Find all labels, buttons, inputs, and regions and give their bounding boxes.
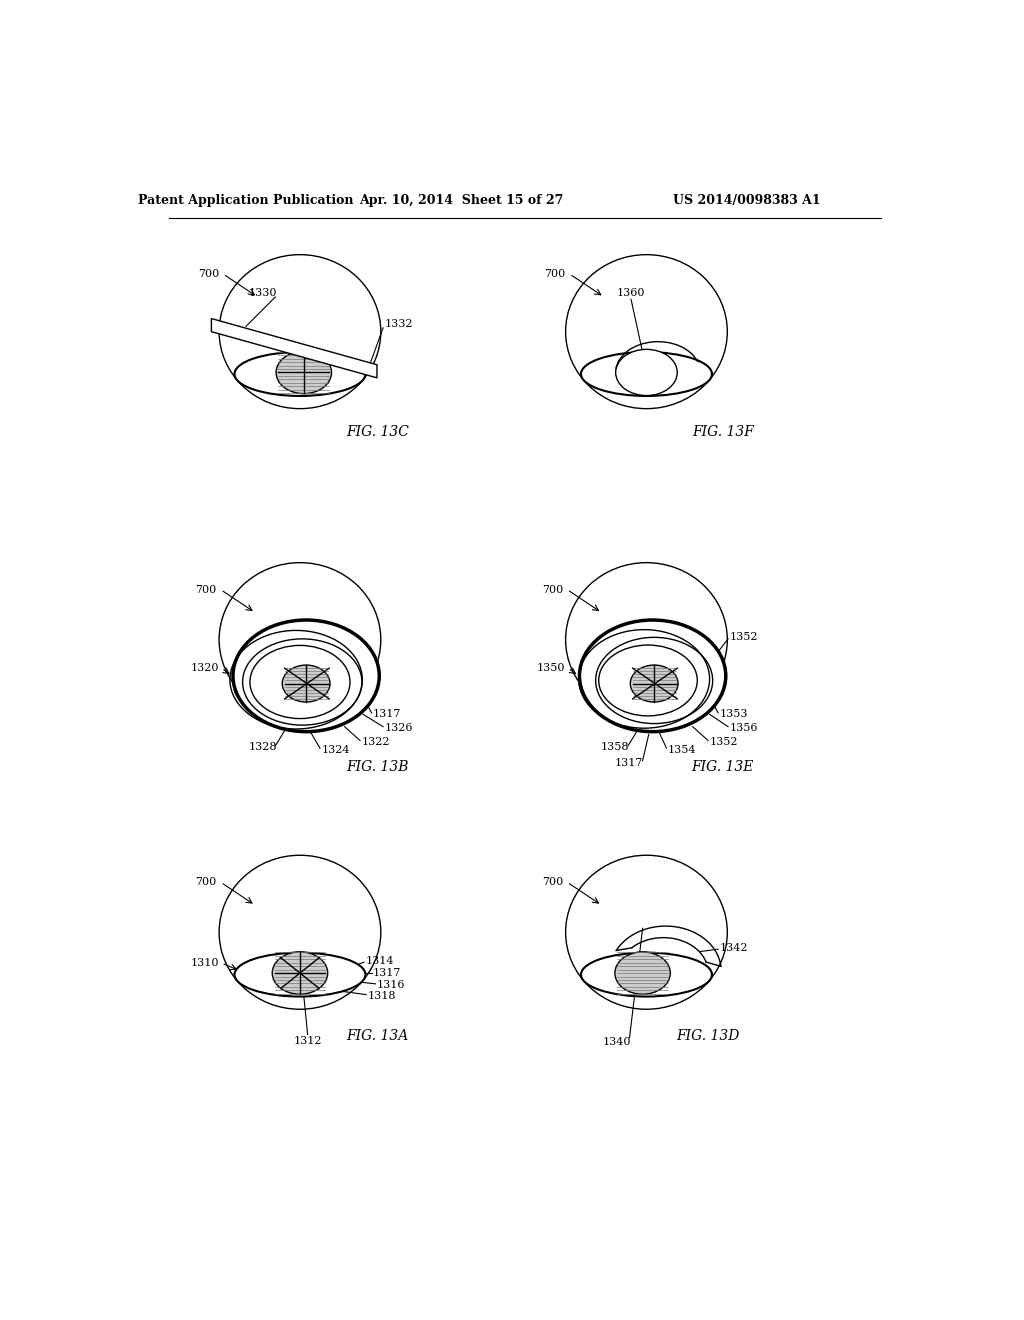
Text: FIG. 13E: FIG. 13E [691,760,754,774]
Ellipse shape [250,645,350,718]
Text: 1356: 1356 [730,723,758,733]
Text: 1330: 1330 [249,288,276,298]
Text: 1350: 1350 [538,663,565,673]
Ellipse shape [581,953,712,997]
Ellipse shape [219,255,381,409]
Text: 1322: 1322 [361,737,390,747]
Text: FIG. 13B: FIG. 13B [346,760,409,774]
Ellipse shape [615,350,677,396]
Ellipse shape [272,952,328,994]
Text: 1316: 1316 [377,981,406,990]
Text: 1310: 1310 [190,958,219,968]
Text: 700: 700 [198,269,219,279]
Text: 1326: 1326 [385,723,413,733]
Text: 1352: 1352 [730,632,758,643]
Text: 700: 700 [196,878,217,887]
Ellipse shape [565,562,727,717]
Text: FIG. 13D: FIG. 13D [676,1030,739,1043]
Text: 1332: 1332 [385,319,413,329]
Text: 700: 700 [542,585,563,594]
Ellipse shape [276,351,332,393]
Ellipse shape [219,562,381,717]
Text: 1317: 1317 [373,709,401,719]
Text: FIG. 13C: FIG. 13C [346,425,409,438]
Text: FIG. 13A: FIG. 13A [346,1030,409,1043]
Text: 1342: 1342 [720,942,749,953]
Text: 1353: 1353 [720,709,749,719]
Ellipse shape [219,855,381,1010]
Text: 1354: 1354 [668,744,696,755]
Ellipse shape [234,953,366,997]
Text: 1312: 1312 [294,1036,322,1047]
Text: 1317: 1317 [373,968,401,978]
Text: Patent Application Publication: Patent Application Publication [138,194,354,207]
Polygon shape [211,318,377,378]
Ellipse shape [581,352,712,396]
Text: 700: 700 [545,269,565,279]
Text: 1318: 1318 [368,991,396,1001]
Ellipse shape [614,952,671,994]
Text: 1317: 1317 [614,758,643,768]
Ellipse shape [580,620,726,731]
Ellipse shape [565,255,727,409]
Text: US 2014/0098383 A1: US 2014/0098383 A1 [673,194,820,207]
Text: 1340: 1340 [602,1038,631,1047]
Text: Apr. 10, 2014  Sheet 15 of 27: Apr. 10, 2014 Sheet 15 of 27 [359,194,564,207]
Text: 1360: 1360 [616,288,645,298]
Ellipse shape [599,645,697,715]
Text: 700: 700 [196,585,217,594]
Text: 1352: 1352 [710,737,738,747]
Ellipse shape [233,620,379,731]
Text: 1320: 1320 [190,663,219,673]
Text: 1358: 1358 [601,742,630,752]
Text: 1328: 1328 [249,742,276,752]
Text: 1314: 1314 [366,956,394,966]
Ellipse shape [283,665,330,702]
Text: 1324: 1324 [322,744,350,755]
Ellipse shape [234,352,366,396]
Ellipse shape [631,665,678,702]
Ellipse shape [565,855,727,1010]
Text: 700: 700 [542,878,563,887]
Text: FIG. 13F: FIG. 13F [692,425,755,438]
